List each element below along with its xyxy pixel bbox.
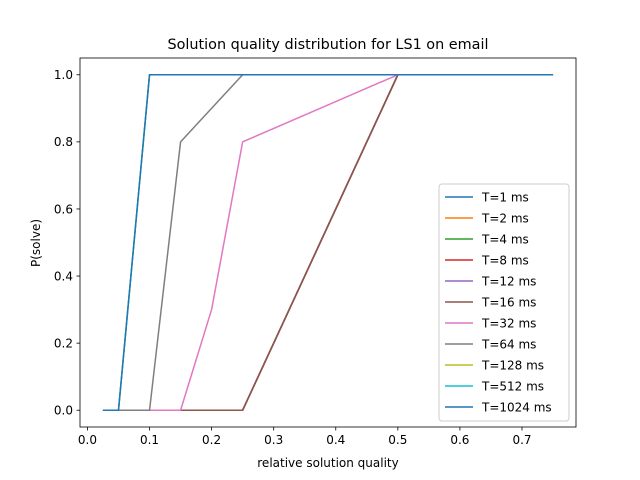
- y-tick-label: 0.6: [54, 202, 73, 216]
- plot-area: [79, 57, 577, 428]
- y-axis-ticks: 0.0 0.2 0.4 0.6 0.8 1.0: [54, 68, 80, 418]
- legend: T=1 ms T=2 ms T=4 ms T=8 ms T=12 ms T=16 ms T=…: [438, 183, 570, 422]
- x-tick-label: 0.0: [78, 433, 97, 447]
- x-axis-ticks: 0.0 0.1 0.2 0.3 0.4 0.5 0.6 0.7: [78, 427, 532, 447]
- legend-label: T=1 ms: [481, 190, 529, 204]
- axes-frame: [79, 57, 577, 428]
- x-tick-label: 0.5: [388, 433, 407, 447]
- x-axis-label: relative solution quality: [257, 456, 398, 470]
- y-axis-label: P(solve): [29, 219, 43, 267]
- legend-label: T=1024 ms: [481, 400, 552, 414]
- x-tick-label: 0.6: [450, 433, 469, 447]
- series-line-11: [102, 74, 554, 411]
- legend-label: T=512 ms: [481, 379, 544, 393]
- x-tick-label: 0.2: [202, 433, 221, 447]
- legend-label: T=4 ms: [481, 232, 529, 246]
- y-tick-label: 1.0: [54, 68, 73, 82]
- x-tick-label: 0.4: [326, 433, 345, 447]
- legend-label: T=2 ms: [481, 211, 529, 225]
- legend-label: T=12 ms: [481, 274, 536, 288]
- legend-label: T=64 ms: [481, 337, 536, 351]
- legend-box: [438, 183, 570, 422]
- y-tick-label: 0.2: [54, 336, 73, 350]
- y-tick-label: 0.4: [54, 269, 73, 283]
- legend-label: T=32 ms: [481, 316, 536, 330]
- legend-label: T=16 ms: [481, 295, 536, 309]
- x-tick-label: 0.3: [264, 433, 283, 447]
- legend-label: T=128 ms: [481, 358, 544, 372]
- y-tick-label: 0.0: [54, 404, 73, 418]
- y-tick-label: 0.8: [54, 135, 73, 149]
- x-tick-label: 0.7: [512, 433, 531, 447]
- legend-label: T=8 ms: [481, 253, 529, 267]
- chart-title: Solution quality distribution for LS1 on…: [167, 37, 488, 53]
- x-tick-label: 0.1: [140, 433, 159, 447]
